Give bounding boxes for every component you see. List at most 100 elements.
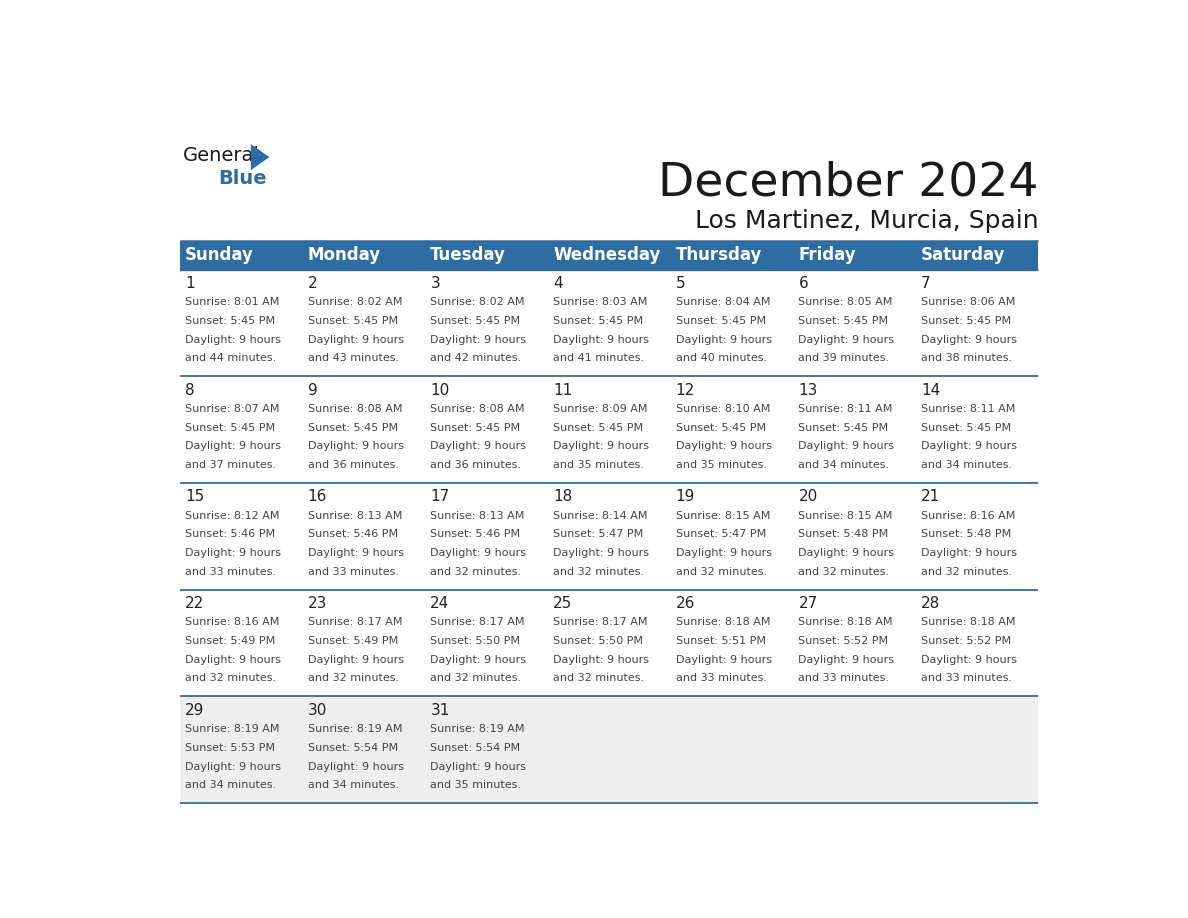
Text: 26: 26 <box>676 596 695 611</box>
Text: Daylight: 9 hours: Daylight: 9 hours <box>308 442 404 452</box>
Text: Daylight: 9 hours: Daylight: 9 hours <box>430 548 526 558</box>
Text: Sunrise: 8:14 AM: Sunrise: 8:14 AM <box>554 510 647 521</box>
Text: Daylight: 9 hours: Daylight: 9 hours <box>185 335 282 344</box>
Text: Sunrise: 8:17 AM: Sunrise: 8:17 AM <box>308 618 403 628</box>
Text: Daylight: 9 hours: Daylight: 9 hours <box>676 655 772 665</box>
Text: and 32 minutes.: and 32 minutes. <box>554 674 644 684</box>
Text: Daylight: 9 hours: Daylight: 9 hours <box>921 335 1017 344</box>
Text: Sunrise: 8:07 AM: Sunrise: 8:07 AM <box>185 404 279 414</box>
Text: Sunset: 5:47 PM: Sunset: 5:47 PM <box>676 530 766 540</box>
Text: and 33 minutes.: and 33 minutes. <box>798 674 890 684</box>
Text: Sunset: 5:49 PM: Sunset: 5:49 PM <box>308 636 398 646</box>
Text: 31: 31 <box>430 703 450 718</box>
Text: Sunrise: 8:12 AM: Sunrise: 8:12 AM <box>185 510 279 521</box>
Text: Sunset: 5:54 PM: Sunset: 5:54 PM <box>430 743 520 753</box>
Text: 13: 13 <box>798 383 817 397</box>
Text: Daylight: 9 hours: Daylight: 9 hours <box>185 548 282 558</box>
Text: Sunset: 5:49 PM: Sunset: 5:49 PM <box>185 636 276 646</box>
Text: Sunset: 5:54 PM: Sunset: 5:54 PM <box>308 743 398 753</box>
Text: Sunrise: 8:11 AM: Sunrise: 8:11 AM <box>798 404 892 414</box>
Text: 30: 30 <box>308 703 327 718</box>
Text: and 39 minutes.: and 39 minutes. <box>798 353 890 364</box>
Text: and 32 minutes.: and 32 minutes. <box>921 566 1012 577</box>
Text: Friday: Friday <box>798 246 857 264</box>
Text: Sunrise: 8:17 AM: Sunrise: 8:17 AM <box>554 618 647 628</box>
Text: 11: 11 <box>554 383 573 397</box>
Text: Sunset: 5:51 PM: Sunset: 5:51 PM <box>676 636 766 646</box>
Text: Sunrise: 8:13 AM: Sunrise: 8:13 AM <box>430 510 525 521</box>
Bar <box>179 697 1038 803</box>
Text: 7: 7 <box>921 276 930 291</box>
Text: Daylight: 9 hours: Daylight: 9 hours <box>554 442 649 452</box>
Text: Daylight: 9 hours: Daylight: 9 hours <box>798 548 895 558</box>
Text: Sunset: 5:45 PM: Sunset: 5:45 PM <box>185 316 276 326</box>
Text: Daylight: 9 hours: Daylight: 9 hours <box>430 762 526 771</box>
Text: Daylight: 9 hours: Daylight: 9 hours <box>185 442 282 452</box>
Bar <box>425 241 548 270</box>
Text: Sunset: 5:45 PM: Sunset: 5:45 PM <box>798 422 889 432</box>
Text: Daylight: 9 hours: Daylight: 9 hours <box>921 655 1017 665</box>
Text: Sunrise: 8:19 AM: Sunrise: 8:19 AM <box>308 724 403 734</box>
Text: 14: 14 <box>921 383 940 397</box>
Text: Daylight: 9 hours: Daylight: 9 hours <box>921 548 1017 558</box>
Text: Sunrise: 8:13 AM: Sunrise: 8:13 AM <box>308 510 402 521</box>
Text: Sunset: 5:45 PM: Sunset: 5:45 PM <box>798 316 889 326</box>
Text: Sunset: 5:45 PM: Sunset: 5:45 PM <box>676 316 766 326</box>
Text: 15: 15 <box>185 489 204 504</box>
Text: Daylight: 9 hours: Daylight: 9 hours <box>430 442 526 452</box>
Text: Sunset: 5:46 PM: Sunset: 5:46 PM <box>185 530 276 540</box>
Text: and 34 minutes.: and 34 minutes. <box>308 780 399 790</box>
Text: Sunrise: 8:04 AM: Sunrise: 8:04 AM <box>676 297 770 308</box>
Text: Sunrise: 8:11 AM: Sunrise: 8:11 AM <box>921 404 1016 414</box>
Text: and 33 minutes.: and 33 minutes. <box>185 566 276 577</box>
Text: Sunset: 5:45 PM: Sunset: 5:45 PM <box>430 316 520 326</box>
Text: 6: 6 <box>798 276 808 291</box>
Text: Sunset: 5:45 PM: Sunset: 5:45 PM <box>554 422 643 432</box>
Text: Sunset: 5:48 PM: Sunset: 5:48 PM <box>921 530 1011 540</box>
Text: Thursday: Thursday <box>676 246 762 264</box>
Text: and 34 minutes.: and 34 minutes. <box>921 460 1012 470</box>
Text: 22: 22 <box>185 596 204 611</box>
Text: and 34 minutes.: and 34 minutes. <box>185 780 276 790</box>
Text: 27: 27 <box>798 596 817 611</box>
Text: Sunset: 5:45 PM: Sunset: 5:45 PM <box>185 422 276 432</box>
Text: Daylight: 9 hours: Daylight: 9 hours <box>308 335 404 344</box>
Text: Daylight: 9 hours: Daylight: 9 hours <box>554 548 649 558</box>
Text: Daylight: 9 hours: Daylight: 9 hours <box>308 762 404 771</box>
Text: 8: 8 <box>185 383 195 397</box>
Bar <box>302 241 425 270</box>
Text: 12: 12 <box>676 383 695 397</box>
Text: Sunrise: 8:19 AM: Sunrise: 8:19 AM <box>185 724 279 734</box>
Text: Sunrise: 8:18 AM: Sunrise: 8:18 AM <box>676 618 770 628</box>
Text: and 32 minutes.: and 32 minutes. <box>185 674 276 684</box>
Text: Sunrise: 8:02 AM: Sunrise: 8:02 AM <box>308 297 403 308</box>
Text: Sunset: 5:53 PM: Sunset: 5:53 PM <box>185 743 274 753</box>
Text: Daylight: 9 hours: Daylight: 9 hours <box>798 655 895 665</box>
Text: Los Martinez, Murcia, Spain: Los Martinez, Murcia, Spain <box>695 208 1038 233</box>
Text: 20: 20 <box>798 489 817 504</box>
Text: 16: 16 <box>308 489 327 504</box>
Text: Sunrise: 8:16 AM: Sunrise: 8:16 AM <box>921 510 1016 521</box>
Text: Daylight: 9 hours: Daylight: 9 hours <box>185 655 282 665</box>
Text: and 37 minutes.: and 37 minutes. <box>185 460 276 470</box>
Text: Sunrise: 8:18 AM: Sunrise: 8:18 AM <box>798 618 893 628</box>
Text: Sunrise: 8:02 AM: Sunrise: 8:02 AM <box>430 297 525 308</box>
Text: Sunset: 5:45 PM: Sunset: 5:45 PM <box>430 422 520 432</box>
Text: Sunset: 5:45 PM: Sunset: 5:45 PM <box>676 422 766 432</box>
Bar <box>179 270 1038 376</box>
Text: Sunrise: 8:16 AM: Sunrise: 8:16 AM <box>185 618 279 628</box>
Text: Saturday: Saturday <box>921 246 1005 264</box>
Text: Daylight: 9 hours: Daylight: 9 hours <box>430 335 526 344</box>
Bar <box>179 376 1038 483</box>
Text: Daylight: 9 hours: Daylight: 9 hours <box>554 335 649 344</box>
Text: and 43 minutes.: and 43 minutes. <box>308 353 399 364</box>
Text: 4: 4 <box>554 276 563 291</box>
Text: Sunset: 5:46 PM: Sunset: 5:46 PM <box>430 530 520 540</box>
Text: and 36 minutes.: and 36 minutes. <box>430 460 522 470</box>
Text: December 2024: December 2024 <box>658 161 1038 206</box>
Text: Sunrise: 8:03 AM: Sunrise: 8:03 AM <box>554 297 647 308</box>
Text: 3: 3 <box>430 276 440 291</box>
Text: 5: 5 <box>676 276 685 291</box>
Text: Sunrise: 8:09 AM: Sunrise: 8:09 AM <box>554 404 647 414</box>
Text: and 32 minutes.: and 32 minutes. <box>798 566 890 577</box>
